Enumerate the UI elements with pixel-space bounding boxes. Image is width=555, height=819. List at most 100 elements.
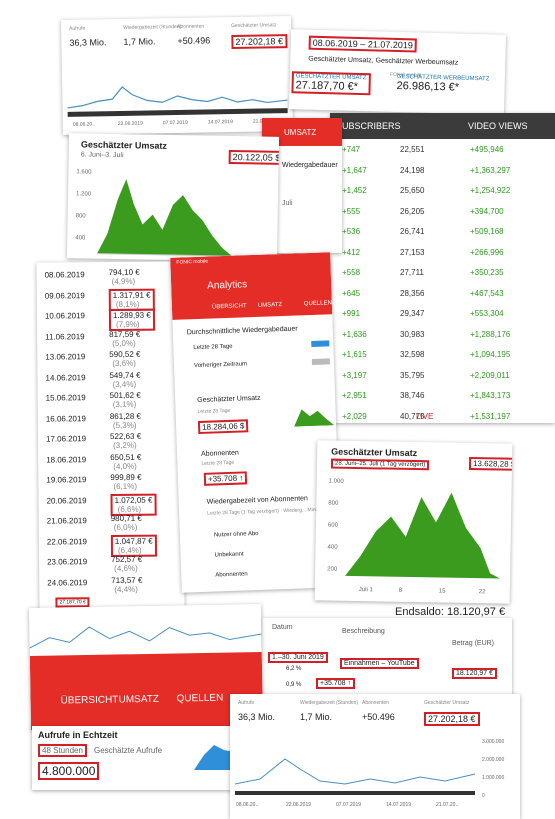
period: Juli	[282, 200, 293, 207]
date: 15.06.2019	[45, 393, 86, 403]
metric-value: 27.202,18 €	[424, 712, 480, 726]
date: 21.06.2019	[46, 516, 87, 526]
cell: 1.–30. Juni 2019	[268, 652, 328, 663]
period: 48 Stunden	[38, 744, 87, 757]
share: (7,9%)	[115, 319, 140, 329]
date: 23.06.2019	[47, 557, 88, 567]
subs: +35.708 ↑	[316, 678, 355, 689]
metric-value: 26.986,13 €*	[396, 79, 460, 94]
y-tick-label: 400	[327, 544, 338, 551]
stats-panel: Aufrufe 36,3 Mio. Wiedergabezeit (Stunden)…	[61, 16, 293, 135]
cell: 35,795	[400, 370, 425, 380]
line-chart	[29, 626, 262, 649]
amount: 1.289,93 € (7,9%)	[108, 308, 155, 332]
metric-label: Abonnenten	[362, 700, 389, 706]
x-tick-label: Juli 1	[358, 587, 373, 594]
cell: 38,746	[400, 391, 425, 400]
x-tick-label: 8	[398, 587, 403, 594]
date-label: 21.07.20..	[436, 802, 459, 808]
metric-label: Geschätzter Umsatz	[424, 700, 470, 706]
cell: 18.120,97 €	[452, 668, 497, 679]
metric-label: Geschätzter Umsatz	[231, 22, 277, 30]
amount: 817,59 € (5,0%)	[109, 329, 140, 347]
value: 522,63 €	[109, 431, 142, 442]
amount: 549,74 € (3,4%)	[109, 370, 140, 388]
cell: 26,741	[400, 227, 425, 236]
date: 24.06.2019	[47, 577, 88, 588]
label: Wiedergabedauer	[282, 162, 338, 169]
value: 4.800.000	[38, 762, 100, 780]
amount: 713,57 € (4,4%)	[111, 575, 142, 593]
amount: 1.072,05 € (6,6%)	[110, 493, 157, 516]
metric-label: Aufrufe	[69, 25, 86, 32]
title: Aufrufe in Echtzeit	[38, 730, 118, 740]
amount: 999,89 € (6,1%)	[110, 473, 141, 491]
cell: +509,168	[470, 227, 504, 236]
date-label: 07.07.2019	[162, 119, 188, 127]
amount: 752,57 € (4,6%)	[111, 555, 142, 573]
metric: GESCHÄTZTER WERBEUMSATZ 26.986,13 €*	[396, 74, 489, 94]
amount: 794,10 € (4,9%)	[109, 268, 140, 286]
x-tick-label: 22	[478, 589, 486, 596]
tab: QUELLEN	[176, 692, 224, 705]
tab: ÜBERSICHT	[60, 694, 119, 707]
percent: 0,9 %	[286, 682, 302, 688]
chart-title: Geschätzter Umsatz	[331, 446, 418, 459]
amount: 501,62 € (3,1%)	[110, 391, 141, 409]
line-chart	[234, 758, 476, 795]
row: Abonnenten	[215, 571, 248, 579]
metric-value: 27.202,18 €	[231, 34, 288, 50]
metric-value: 1,7 Mio.	[123, 36, 156, 47]
section-title: Geschätzter Umsatz	[197, 394, 261, 405]
cell: +2,209,011	[470, 370, 510, 380]
legend-grey	[311, 358, 331, 366]
app-title: Analytics	[207, 279, 248, 292]
cell: +1,254,922	[470, 186, 511, 195]
date: 09.06.2019	[44, 290, 85, 301]
cell: 26,205	[400, 206, 425, 216]
share: (3,2%)	[113, 440, 137, 450]
row: Vorheriger Zeitraum	[193, 361, 248, 370]
statement: Datum Beschreibung Betrag (EUR) 1.–30. Juni…	[262, 618, 512, 696]
date-panel: 08.06.2019 – 21.07.2019 Geschätzter Umsat…	[288, 29, 507, 115]
metric-value: 27.187,70 €*	[295, 79, 359, 93]
value: 861,28 €	[109, 411, 141, 421]
share: (3,6%)	[112, 358, 136, 368]
date: 17.06.2019	[45, 434, 87, 444]
row: Unbekannt	[214, 551, 244, 559]
period: Letzte 28 Tage	[197, 407, 231, 416]
value: 817,59 €	[109, 329, 141, 339]
share: (4,4%)	[114, 584, 138, 594]
y-tick-label: 1.000.000	[482, 775, 505, 781]
tabs-panel: ÜBERSICHT UMSATZ QUELLEN	[28, 603, 264, 731]
cell: +1,615	[342, 350, 367, 359]
share: (4,9%)	[111, 276, 136, 286]
date: 11.06.2019	[45, 331, 85, 342]
cell: +2,029	[342, 411, 367, 421]
value: 713,57 €	[111, 575, 143, 585]
cell: +555	[342, 206, 361, 216]
cell: +1,843,173	[470, 391, 511, 400]
column-header: Datum	[272, 624, 293, 631]
value: 1.289,93 €	[112, 310, 151, 320]
cell: +266,996	[470, 247, 504, 257]
y-tick-label: 200	[327, 566, 338, 573]
cell: 25,650	[400, 186, 425, 195]
cell: +991	[342, 309, 361, 318]
cell: +350,235	[470, 268, 504, 277]
area-chart	[96, 179, 267, 258]
tab: ÜBERSICHT	[211, 303, 247, 311]
metric-label: Wiedergabezeit (Stunden)	[123, 23, 182, 31]
row: Nutzer ohne Abo	[213, 530, 259, 539]
realtime: Aufrufe in Echtzeit 48 Stunden Geschätzte …	[32, 726, 237, 790]
share: (3,4%)	[112, 379, 137, 389]
cell: +1,452	[342, 186, 367, 195]
revenue: 18.284,06 $	[197, 419, 249, 435]
date: 19.06.2019	[46, 475, 87, 485]
cell: 30,983	[400, 329, 425, 339]
amount: 522,63 € (3,2%)	[110, 432, 141, 450]
date-label: 14.07.2019	[207, 119, 233, 126]
cell: +1,363,297	[470, 165, 511, 175]
revenue-chart: Geschätzter Umsatz 6. Juni–3. Juli 20.122,…	[66, 133, 280, 262]
daily-list: 08.06.2019 794,10 € (4,9%) 09.06.2019 1.317,…	[36, 261, 185, 613]
